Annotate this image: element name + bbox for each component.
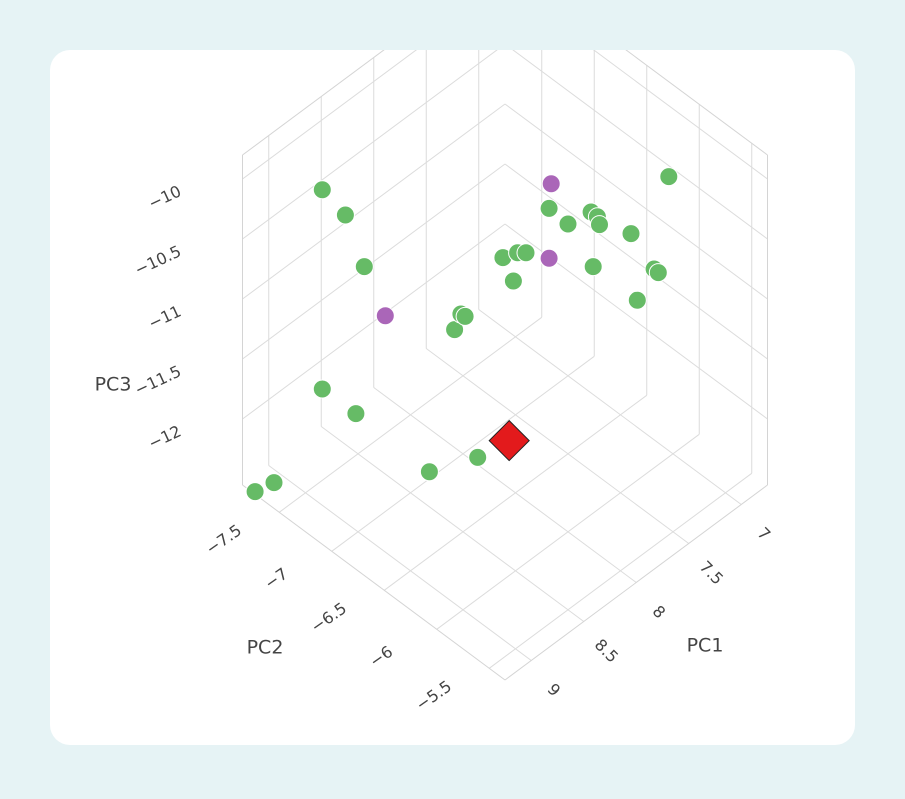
z-axis-title: PC3 — [95, 374, 132, 396]
grid-line — [242, 163, 506, 360]
point — [516, 243, 536, 263]
point — [375, 306, 395, 326]
point — [648, 263, 668, 283]
point — [354, 257, 374, 277]
point — [590, 215, 609, 235]
point — [468, 447, 488, 467]
grid-line — [373, 387, 637, 583]
point-diamond — [488, 419, 530, 462]
grid-line — [425, 348, 690, 544]
x-axis-title: PC1 — [687, 635, 724, 657]
grid-line — [242, 50, 417, 180]
grid-line — [268, 465, 532, 661]
y-axis-title: PC2 — [247, 637, 284, 659]
point — [346, 404, 366, 424]
plot-area: 77.588.59−7.5−7−6.5−6−5.5−12−11.5−11−10.… — [132, 50, 774, 712]
grid-line — [593, 50, 768, 180]
point — [558, 214, 578, 234]
grid-line — [320, 426, 585, 622]
point — [541, 174, 561, 194]
grid-line — [478, 309, 742, 505]
point — [245, 482, 265, 502]
grid-line — [504, 163, 768, 360]
point — [583, 257, 603, 277]
box-edge — [625, 50, 768, 156]
point — [312, 180, 332, 200]
point — [539, 248, 559, 268]
point — [539, 198, 559, 218]
point — [627, 290, 647, 310]
grid-line — [504, 103, 768, 300]
grid-line — [242, 50, 498, 240]
box-edge — [504, 484, 768, 681]
grid-line — [436, 433, 700, 630]
point — [335, 205, 355, 225]
box-edge — [242, 50, 385, 156]
grid-line — [278, 316, 543, 513]
grid-line — [512, 50, 768, 240]
grid-line — [383, 394, 648, 591]
point — [264, 473, 284, 493]
card — [50, 50, 855, 745]
grid-line — [242, 223, 506, 420]
grid-line — [331, 355, 595, 552]
point — [455, 306, 475, 326]
box-edge — [242, 484, 506, 681]
point — [503, 271, 523, 291]
point — [659, 167, 679, 187]
point — [312, 379, 332, 399]
grid-line — [242, 103, 506, 300]
grid-line — [488, 472, 753, 669]
point — [621, 224, 641, 244]
point — [419, 462, 439, 482]
